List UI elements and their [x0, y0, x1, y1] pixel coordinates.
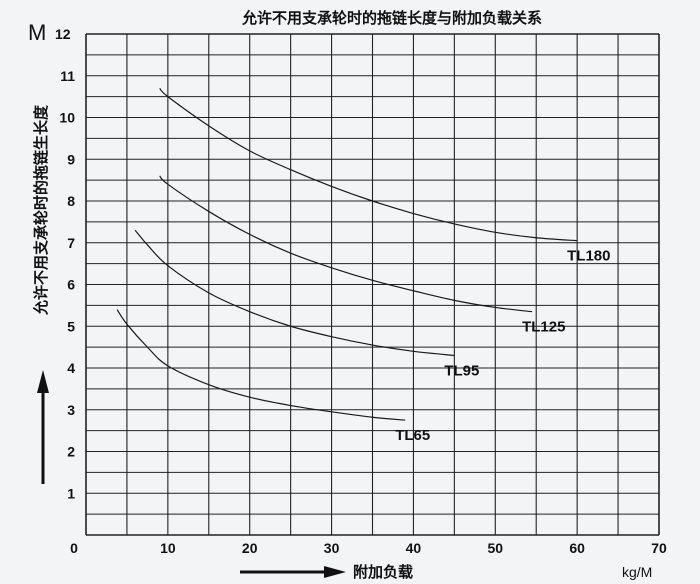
grid [85, 33, 660, 536]
series-line-tl95 [134, 229, 455, 357]
y-tick-label: 1 [67, 485, 75, 501]
y-tick-label: 5 [67, 318, 75, 334]
y-tick-label: 9 [67, 151, 75, 167]
series-label-tl95: TL95 [444, 362, 479, 379]
chart-title: 允许不用支承轮时的拖链长度与附加负载关系 [241, 9, 542, 27]
x-tick-label: 0 [70, 540, 78, 556]
y-axis-unit: M [28, 20, 46, 45]
series-line-tl125 [159, 175, 533, 313]
y-axis-label: 允许不用支承轮时的拖链生长度 [32, 104, 50, 316]
y-tick-label: 7 [67, 235, 75, 251]
y-tick-label: 4 [67, 360, 75, 376]
series-label-tl65: TL65 [395, 427, 430, 444]
x-tick-label: 70 [651, 540, 667, 556]
x-tick-label: 60 [569, 540, 585, 556]
x-tick-label: 10 [160, 540, 176, 556]
y-tick-label: 2 [67, 444, 75, 460]
x-axis-arrow [240, 566, 346, 578]
x-tick-label: 20 [242, 540, 258, 556]
y-tick-label: 6 [67, 277, 75, 293]
x-tick-label: 50 [487, 540, 503, 556]
series-line-tl180 [159, 87, 578, 242]
x-tick-label: 30 [324, 540, 340, 556]
series-line-tl65 [116, 309, 406, 421]
y-tick-label: 8 [67, 193, 75, 209]
series-label-tl125: TL125 [522, 319, 565, 336]
series-group: TL65 TL95 TL125 TL180 [116, 87, 611, 444]
y-tick-label: 12 [55, 26, 71, 42]
y-tick-label: 11 [60, 68, 75, 84]
series-label-tl180: TL180 [567, 248, 610, 265]
x-tick-label: 40 [406, 540, 422, 556]
y-tick-label: 3 [67, 402, 75, 418]
y-axis-arrow [37, 370, 49, 484]
x-axis-unit: kg/M [622, 564, 652, 580]
y-tick-label: 10 [59, 110, 75, 126]
x-axis-label: 附加负载 [353, 563, 413, 581]
